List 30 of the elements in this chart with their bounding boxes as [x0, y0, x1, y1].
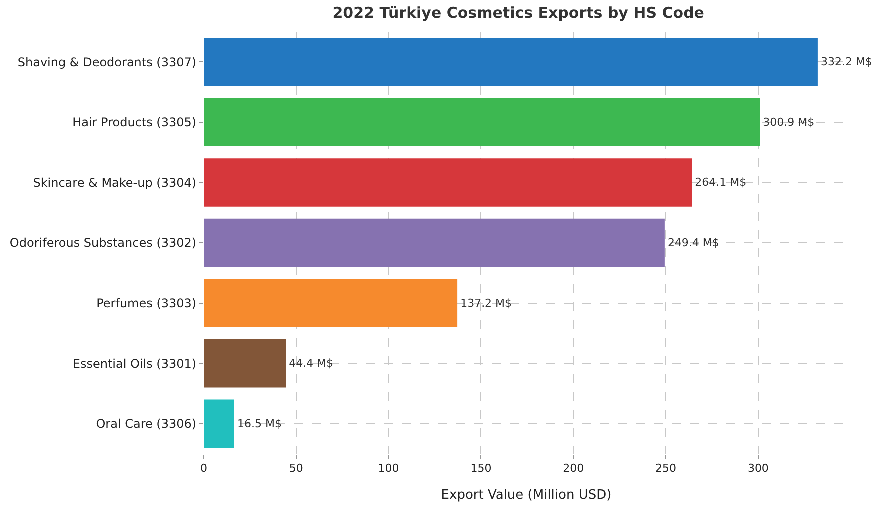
- bar: [204, 339, 286, 388]
- x-tick-label: 300: [748, 462, 769, 476]
- x-tick-label: 150: [470, 462, 492, 476]
- data-label: 332.2 M$: [820, 56, 872, 69]
- y-tick-label: Skincare & Make-up (3304): [33, 176, 197, 190]
- bar: [204, 158, 692, 207]
- data-label: 264.1 M$: [695, 176, 747, 190]
- y-tick-label: Oral Care (3306): [96, 417, 197, 432]
- bar: [204, 98, 760, 147]
- data-label: 44.4 M$: [289, 357, 334, 370]
- x-tick-label: 50: [289, 462, 304, 476]
- chart-title: 2022 Türkiye Cosmetics Exports by HS Code: [332, 4, 704, 22]
- x-tick-label: 200: [563, 462, 584, 476]
- bar: [204, 279, 458, 328]
- y-tick-label: Odoriferous Substances (3302): [10, 236, 197, 250]
- x-tick-label: 100: [378, 462, 400, 476]
- y-tick-label: Perfumes (3303): [96, 296, 197, 310]
- data-label: 16.5 M$: [237, 417, 282, 430]
- y-tick-label: Hair Products (3305): [72, 116, 197, 130]
- bar: [204, 218, 665, 268]
- data-label: 137.2 M$: [460, 296, 512, 310]
- y-tick-label: Essential Oils (3301): [72, 356, 197, 371]
- x-tick-label: 250: [656, 462, 677, 476]
- x-tick-label: 0: [200, 462, 208, 476]
- data-label: 300.9 M$: [763, 116, 815, 129]
- y-tick-label: Shaving & Deodorants (3307): [18, 55, 197, 70]
- bar: [204, 38, 818, 86]
- data-label: 249.4 M$: [668, 236, 720, 250]
- x-axis-title: Export Value (Million USD): [441, 488, 612, 503]
- bar: [204, 400, 234, 448]
